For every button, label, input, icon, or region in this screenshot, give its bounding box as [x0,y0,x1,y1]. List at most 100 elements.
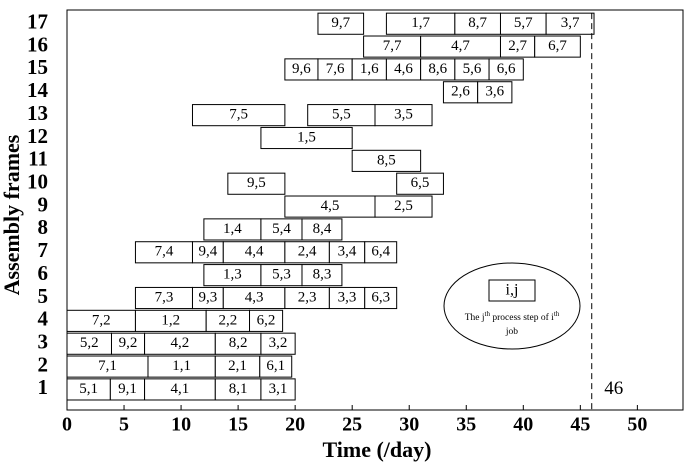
legend-ellipse [443,262,581,350]
task-label: 7,5 [229,107,248,123]
x-tick-label: 30 [399,414,419,436]
x-tick-label: 5 [119,414,129,436]
task-label: 7,3 [155,289,174,305]
task-label: 3,6 [485,84,504,100]
task-label: 5,3 [272,267,291,283]
task-label: 9,7 [331,15,350,31]
y-tick-label: 16 [27,32,48,56]
task-label: 8,3 [313,267,332,283]
task-label: 5,2 [80,335,99,351]
y-axis-label: Assembly frames [0,134,24,295]
task-label: 5,4 [272,221,291,237]
y-tick-label: 2 [38,352,49,376]
task-bar [374,195,433,218]
task-label: 8,5 [377,152,396,168]
task-label: 3,1 [269,381,288,397]
task-label: 7,1 [98,358,117,374]
y-tick-label: 13 [27,101,48,125]
task-label: 3,3 [338,289,357,305]
task-label: 1,1 [172,358,191,374]
y-tick-label: 7 [38,238,49,262]
task-bar [364,241,398,264]
legend-text-part: th [554,310,560,318]
y-tick-label: 8 [38,215,49,239]
task-bar [249,309,284,332]
task-label: 2,3 [298,289,317,305]
y-tick-label: 17 [27,10,48,34]
task-label: 2,2 [218,312,237,328]
task-label: 7,6 [326,61,345,77]
task-label: 4,4 [245,244,264,260]
task-label: 8,1 [229,381,248,397]
task-label: 7,7 [383,38,402,54]
task-label: 1,2 [161,312,180,328]
task-label: 9,1 [118,381,137,397]
task-label: 6,6 [497,61,516,77]
task-label: 8,2 [229,335,248,351]
task-bar [374,104,433,127]
x-tick-label: 45 [570,414,590,436]
y-tick-label: 6 [38,261,49,285]
task-label: 9,5 [247,175,266,191]
task-label: 6,3 [371,289,390,305]
task-label: 2,7 [508,38,527,54]
task-bar [351,149,422,172]
task-label: 5,7 [514,15,533,31]
task-bar [260,126,353,150]
task-bar [488,58,524,81]
y-tick-label: 1 [38,375,49,399]
task-label: 4,2 [171,335,190,351]
x-axis-label: Time (/day) [323,437,432,462]
task-label: 2,1 [228,358,247,374]
y-tick-label: 4 [38,307,49,331]
task-label: 7,4 [155,244,174,260]
task-label: 6,2 [257,312,276,328]
task-label: 7,2 [92,312,111,328]
x-tick-label: 50 [627,414,647,436]
deadline-label: 46 [604,378,623,399]
task-bar [259,355,293,378]
legend-text: The jth process step of ith [465,310,560,324]
task-bar [317,12,365,35]
task-label: 4,3 [245,289,264,305]
task-label: 5,1 [79,381,98,397]
x-tick-label: 40 [513,414,533,436]
task-label: 2,5 [394,198,413,214]
task-label: 4,1 [171,381,190,397]
task-label: 5,6 [463,61,482,77]
task-label: 3,2 [269,335,288,351]
task-bar [260,378,296,401]
task-label: 6,7 [548,38,567,54]
legend-text-part: The j [465,313,485,323]
task-bar [301,264,343,287]
x-tick-label: 20 [285,414,305,436]
task-bar [534,35,581,58]
y-tick-label: 3 [38,330,49,354]
task-label: 3,4 [338,244,357,260]
task-label: 6,5 [411,175,430,191]
task-label: 8,6 [428,61,447,77]
task-label: 2,6 [451,84,470,100]
task-bar [191,104,286,127]
task-label: 1,4 [223,221,242,237]
plot-frame [66,9,684,411]
task-bar [545,12,595,35]
task-bar [477,81,513,104]
task-bar [301,218,343,241]
y-tick-label: 5 [38,284,49,308]
x-tick-label: 25 [342,414,362,436]
task-label: 1,7 [411,15,430,31]
task-label: 3,7 [561,15,580,31]
task-label: 5,5 [332,107,351,123]
plot: 0 5 10 15 20 25 30 35 40 45 5012345678910111213141… [27,9,684,436]
legend: i,j The jth process step of ith job [443,262,581,350]
x-tick-label: 0 [62,414,72,436]
task-label: 1,6 [360,61,379,77]
legend-text-part: th [485,310,491,318]
task-label: 8,4 [313,221,332,237]
legend-symbol: i,j [506,282,519,299]
legend-text-part: process step of i [490,312,554,323]
legend-box [488,279,536,302]
x-tick-label: 35 [456,414,476,436]
y-tick-label: 15 [27,55,48,79]
